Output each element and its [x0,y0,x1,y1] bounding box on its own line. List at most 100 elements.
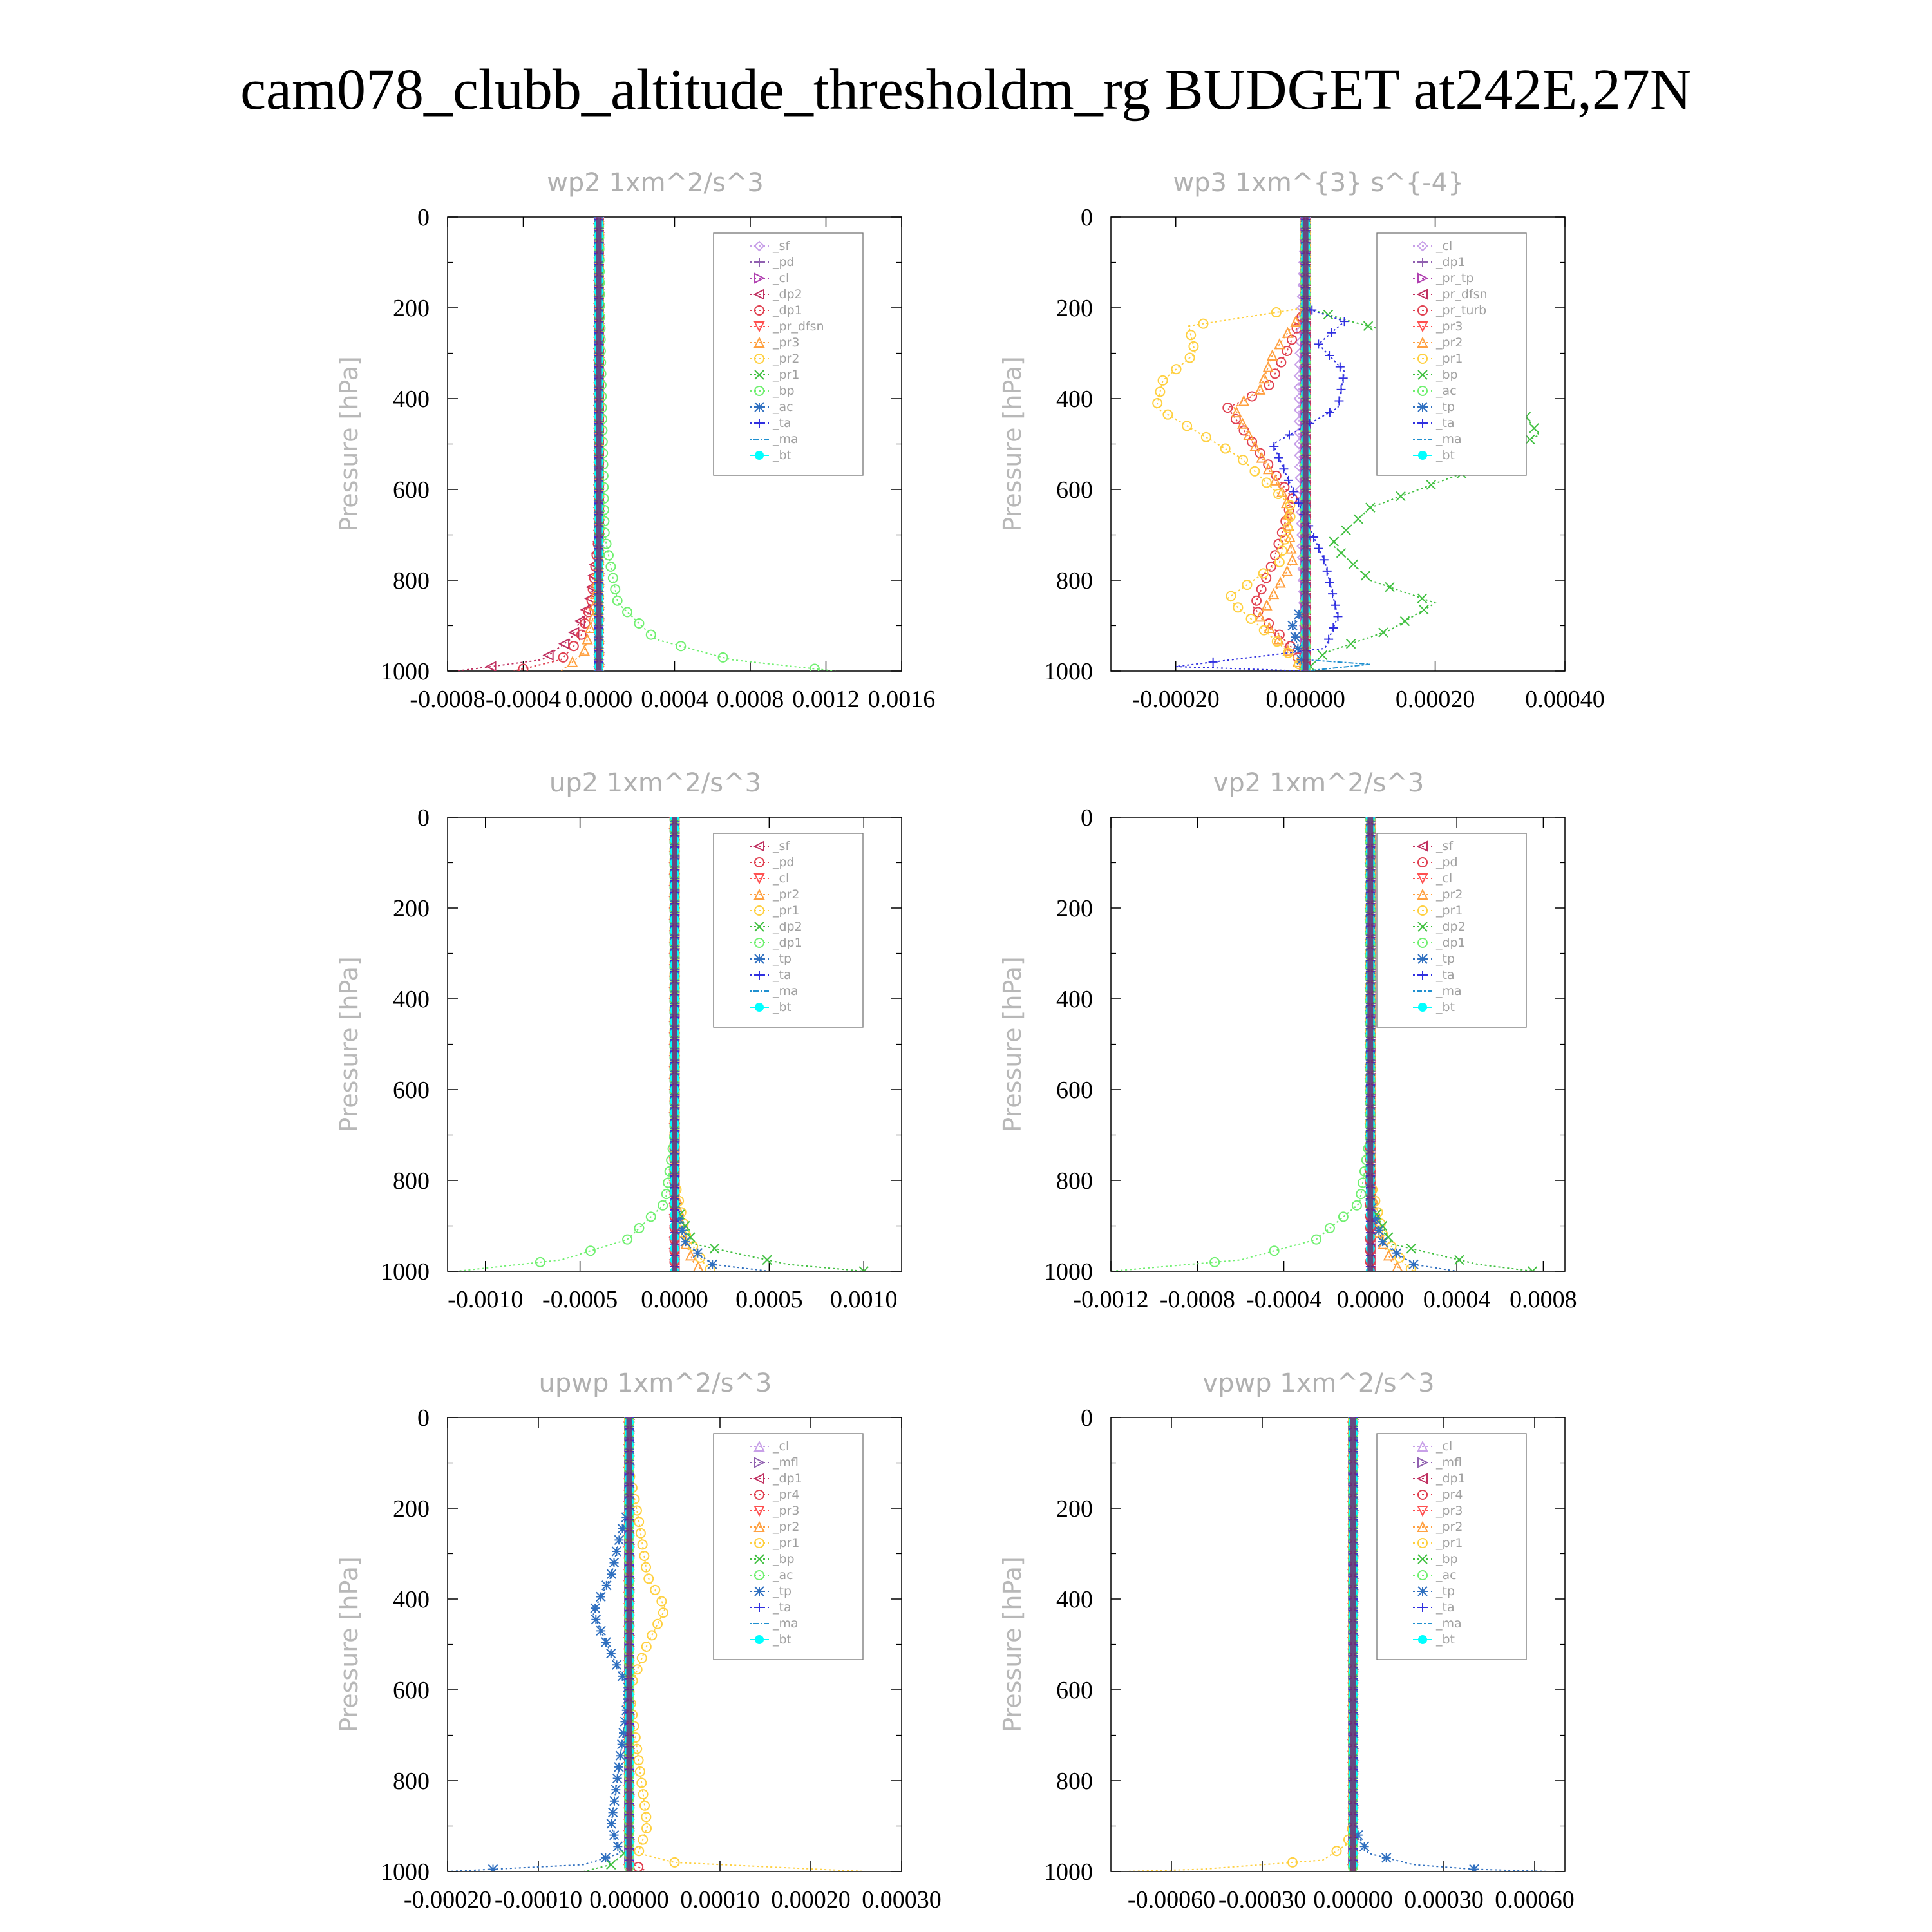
y-tick-label: 800 [1056,567,1093,594]
data-point [1374,1225,1384,1236]
plot-area [457,817,869,1271]
legend-label: _tp [772,952,791,966]
data-point [1268,587,1280,600]
data-point [709,1244,720,1254]
legend-label: _dp1 [1435,1472,1466,1486]
data-point [1385,582,1395,592]
data-point [1251,595,1262,606]
data-point [1255,611,1266,622]
data-point [1264,379,1274,390]
y-axis-label: Pressure [hPa] [335,1557,363,1732]
data-point [1529,423,1539,433]
legend-marker [1417,1538,1428,1548]
data-point [1262,361,1274,372]
data-point [606,1648,616,1659]
data-point [1247,391,1258,402]
x-tick-label: 0.0012 [792,686,860,713]
y-axis-label: Pressure [hPa] [335,356,363,532]
data-point [618,1728,629,1738]
data-point [1335,362,1345,372]
series-line [1155,217,1307,671]
legend-box [1376,232,1527,476]
legend-marker [753,321,765,333]
data-point [674,1214,685,1224]
legend: _cl _dp1 _pr_tp _pr_dfsn _pr_turb _pr3 _pr2 _pr… [1376,232,1527,476]
data-point [1209,1256,1220,1267]
legend-label: _dp1 [1435,255,1466,269]
legend-marker [755,1603,764,1612]
data-point [596,1625,606,1636]
data-point [601,1580,612,1591]
legend: _cl_mfl_dp1_pr4_pr3_pr2_pr1_bp_ac_tp_ta_… [713,1433,864,1660]
data-point [1256,451,1267,463]
data-point [535,1256,545,1267]
series-dp2 [457,217,604,671]
legend-marker [753,336,765,348]
data-point [1266,349,1278,361]
data-point [1323,309,1334,320]
data-point [658,1607,668,1618]
panel-3: vp2 1xm^2/s^3 Pressure [hPa] 0 200 400 600 800… [998,768,1577,1313]
series-line [1305,217,1371,671]
data-point [612,595,623,606]
x-tick-label: -0.00060 [1128,1886,1215,1913]
data-point [1340,317,1349,327]
data-point [607,1807,618,1818]
data-point [858,1266,869,1271]
data-point [1334,396,1344,406]
legend-marker [754,305,764,316]
x-tick-label: -0.00010 [495,1886,582,1913]
data-point [1271,636,1282,647]
data-point [590,1603,600,1613]
legend-marker [1418,1603,1427,1612]
data-point [614,1535,625,1546]
legend-marker [754,938,764,948]
data-point [1378,627,1388,638]
legend-label: _pr4 [1435,1488,1463,1502]
series-pr2 [1231,217,1311,671]
legend-marker [1418,1003,1427,1012]
legend: _cl_mfl_dp1_pr4_pr3_pr2_pr1_bp_ac_tp_ta_… [1376,1433,1527,1660]
x-tick-label: -0.0012 [1073,1286,1148,1313]
data-point [641,1642,652,1653]
data-point [580,618,591,629]
legend-label: _pr2 [772,352,799,366]
y-tick-label: 600 [1056,477,1093,504]
panel-title: wp2 1xm^2/s^3 [547,168,764,198]
data-point [1269,442,1279,451]
data-point [622,607,633,618]
data-point [1269,474,1281,486]
data-point [658,1200,668,1211]
legend-label: _ac [1435,1568,1457,1582]
legend-label: _sf [772,239,790,253]
data-point [1469,1864,1479,1871]
legend-label: _bp [772,384,795,398]
data-point [1273,489,1284,500]
data-point [1454,1255,1464,1265]
data-point [1399,616,1410,627]
data-point [542,649,554,661]
data-point [1282,645,1294,656]
data-point [1256,584,1267,595]
x-tick-label: 0.00000 [1265,686,1345,713]
data-point [1426,480,1436,490]
y-tick-label: 600 [1056,1077,1093,1104]
data-point [1249,466,1260,477]
legend-marker [1417,954,1428,964]
legend-marker [754,857,764,867]
legend-label: _cl [772,1439,789,1454]
data-point [1348,559,1359,570]
data-point [685,1249,697,1261]
data-point [1293,643,1303,654]
data-point [634,1223,645,1234]
data-point [1378,1236,1388,1247]
data-point [1282,327,1294,338]
x-tick-label: -0.0005 [542,1286,618,1313]
data-point [1392,1260,1403,1271]
data-point [606,1819,616,1829]
data-point [1345,638,1356,649]
data-point [634,1846,645,1857]
y-tick-label: 400 [1056,986,1093,1013]
legend-label: _bt [772,448,791,462]
legend-marker [1417,402,1428,412]
